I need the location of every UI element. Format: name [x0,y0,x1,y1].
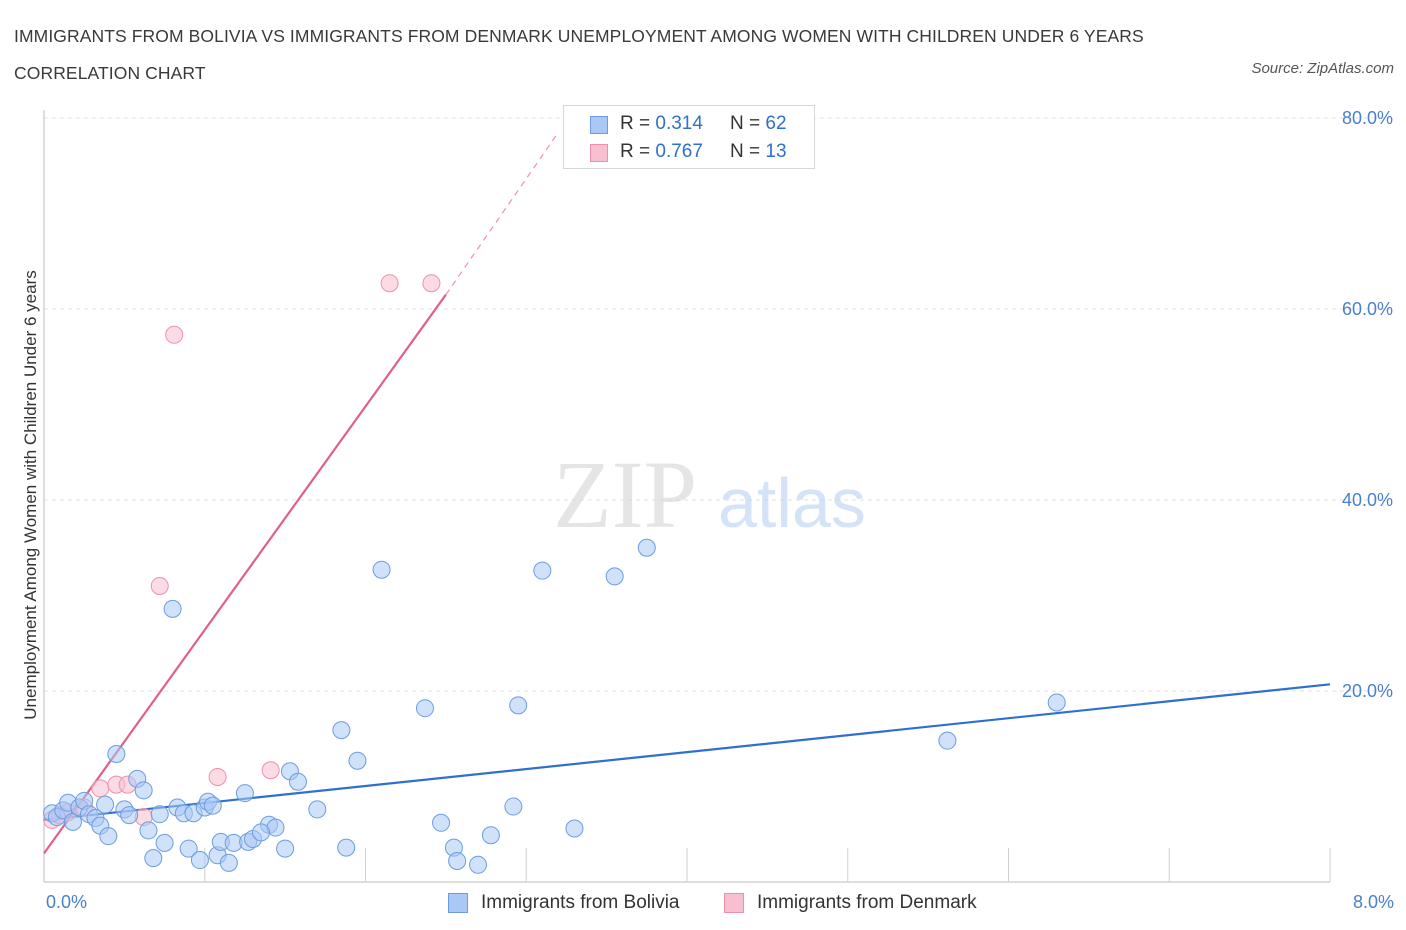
chart-title: IMMIGRANTS FROM BOLIVIA VS IMMIGRANTS FR… [14,26,1144,83]
denmark-point [380,274,399,293]
bolivia-point [348,751,367,770]
bolivia-point [288,772,307,791]
bolivia-point [190,851,209,870]
bolivia-point [219,853,238,872]
watermark: ZIP atlas [553,441,866,548]
x-tick-label: 8.0% [1353,892,1394,912]
legend-label: Immigrants from Bolivia [481,892,680,913]
bolivia-swatch [590,116,608,134]
chart-source: Source: ZipAtlas.com [1251,60,1394,77]
bolivia-point [415,699,434,718]
bolivia-point [509,696,528,715]
bolivia-point [448,851,467,870]
bolivia-point [337,838,356,857]
denmark-point [208,767,227,786]
n-stat: N = 13 [730,140,787,164]
bolivia-point [469,855,488,874]
stats-row-denmark: R = 0.767 N = 13 [564,140,814,164]
bolivia-point [432,813,451,832]
bolivia-point [372,560,391,579]
r-value: 0.314 [655,113,703,134]
denmark-point [422,274,441,293]
bolivia-point [139,821,158,840]
bolivia-point [179,839,198,858]
denmark-point [91,779,110,798]
watermark-atlas: atlas [718,464,866,542]
bolivia-point [155,833,174,852]
watermark-zip: ZIP [553,441,697,548]
r-stat: R = 0.314 [620,112,703,136]
bolivia-point [150,805,169,824]
bolivia-point [163,599,182,618]
denmark-point [150,576,169,595]
y-tick-label: 80.0% [1342,108,1393,128]
r-stat: R = 0.767 [620,140,703,164]
denmark-point [165,325,184,344]
x-tick-label: 0.0% [46,892,87,912]
bolivia-point [235,784,254,803]
stats-row-bolivia: R = 0.314 N = 62 [564,112,814,136]
axes: 20.0% 40.0% 60.0% 80.0% 0.0% 8.0% [43,108,1394,912]
bolivia-point [332,721,351,740]
r-label: R = [620,141,651,162]
bolivia-point [96,795,115,814]
gridlines [44,117,1390,692]
denmark-trend-extension [445,131,559,296]
bolivia-point [107,745,126,764]
series-legend: Immigrants from Bolivia Immigrants from … [0,889,1406,917]
y-tick-label: 40.0% [1342,490,1393,510]
bolivia-point [144,849,163,868]
bolivia-point [276,839,295,858]
bolivia-point [120,806,139,825]
bolivia-point [308,800,327,819]
bolivia-point [504,797,523,816]
n-value: 13 [765,141,787,162]
n-stat: N = 62 [730,112,787,136]
denmark-swatch [724,893,744,913]
bolivia-point [938,731,957,750]
n-label: N = [730,113,761,134]
bolivia-point [1047,693,1066,712]
denmark-point [261,761,280,780]
n-value: 62 [765,113,787,134]
y-tick-label: 20.0% [1342,681,1393,701]
legend-label: Immigrants from Denmark [757,892,977,913]
r-label: R = [620,113,651,134]
y-axis-label: Unemployment Among Women with Children U… [21,270,40,719]
n-label: N = [730,141,761,162]
bolivia-point [481,826,500,845]
bolivia-point [99,827,118,846]
bolivia-point [134,781,153,800]
bolivia-point [533,561,552,580]
denmark-swatch [590,144,608,162]
bolivia-swatch [448,893,468,913]
bolivia-point [203,796,222,815]
data-points [43,274,1066,874]
bolivia-point [605,567,624,586]
bolivia-point [252,823,271,842]
bolivia-point [637,538,656,557]
bolivia-trend-line [43,683,1331,822]
bolivia-point [565,819,584,838]
r-value: 0.767 [655,141,703,162]
stats-legend: R = 0.314 N = 62 R = 0.767 N = 13 [563,105,815,169]
y-tick-label: 60.0% [1342,299,1393,319]
